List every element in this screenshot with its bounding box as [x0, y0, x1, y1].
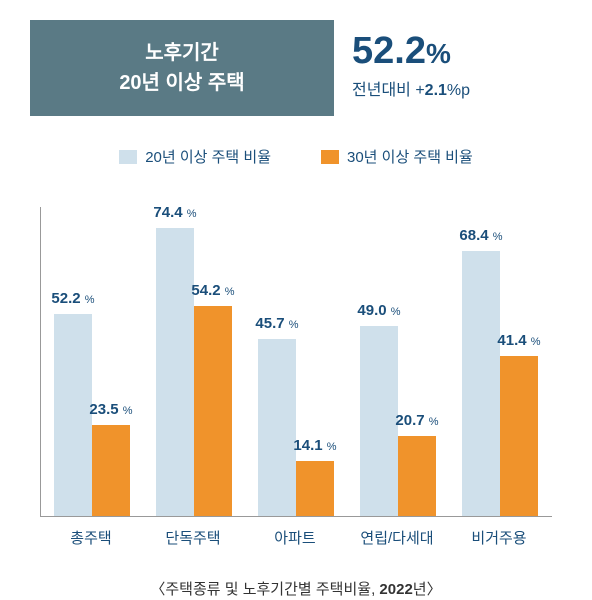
- bar-series1: 45.7 %: [258, 339, 296, 516]
- legend-swatch-2: [321, 150, 339, 164]
- caption-suffix: 년〉: [413, 581, 442, 598]
- bar-value-label: 52.2 %: [51, 290, 94, 307]
- title-line1: 노후기간: [50, 38, 314, 68]
- caption-year: 2022: [379, 581, 412, 598]
- bar-series1: 74.4 %: [156, 228, 194, 516]
- bar-value-label: 14.1 %: [293, 437, 336, 454]
- legend-swatch-1: [119, 150, 137, 164]
- x-axis-label: 총주택: [40, 527, 142, 548]
- bar-value-label: 74.4 %: [153, 204, 196, 221]
- bar-value-label: 68.4 %: [459, 227, 502, 244]
- x-axis-label: 비거주용: [448, 527, 550, 548]
- bar-value-label: 20.7 %: [395, 412, 438, 429]
- sub-unit: %p: [447, 82, 470, 99]
- bar-group: 45.7 %14.1 %: [245, 339, 347, 516]
- headline-value: 52.2%: [352, 32, 552, 70]
- caption-prefix: 〈주택종류 및 노후기간별 주택비율,: [150, 581, 379, 598]
- bar-value-label: 23.5 %: [89, 401, 132, 418]
- sub-value: 2.1: [425, 82, 447, 99]
- bar-series2: 23.5 %: [92, 425, 130, 516]
- x-axis-label: 단독주택: [142, 527, 244, 548]
- legend-item-2: 30년 이상 주택 비율: [321, 146, 473, 167]
- header-stat-box: 52.2% 전년대비 +2.1%p: [342, 20, 562, 116]
- bar-series2: 20.7 %: [398, 436, 436, 516]
- legend-label-2: 30년 이상 주택 비율: [347, 146, 473, 167]
- legend: 20년 이상 주택 비율 30년 이상 주택 비율: [30, 146, 562, 167]
- header: 노후기간 20년 이상 주택 52.2% 전년대비 +2.1%p: [30, 20, 562, 116]
- x-axis-label: 아파트: [244, 527, 346, 548]
- bar-group: 74.4 %54.2 %: [143, 228, 245, 516]
- bar-chart: 52.2 %23.5 %74.4 %54.2 %45.7 %14.1 %49.0…: [40, 207, 552, 517]
- headline-number: 52.2: [352, 30, 426, 72]
- bar-series1: 68.4 %: [462, 251, 500, 516]
- header-title-box: 노후기간 20년 이상 주택: [30, 20, 334, 116]
- bar-group: 49.0 %20.7 %: [347, 326, 449, 516]
- bar-series1: 52.2 %: [54, 314, 92, 516]
- bar-series1: 49.0 %: [360, 326, 398, 516]
- bar-group: 68.4 %41.4 %: [449, 251, 551, 516]
- legend-label-1: 20년 이상 주택 비율: [145, 146, 271, 167]
- bar-group: 52.2 %23.5 %: [41, 314, 143, 516]
- legend-item-1: 20년 이상 주택 비율: [119, 146, 271, 167]
- x-axis: 총주택단독주택아파트연립/다세대비거주용: [40, 527, 552, 548]
- bar-value-label: 54.2 %: [191, 282, 234, 299]
- bar-series2: 41.4 %: [500, 356, 538, 516]
- bar-series2: 14.1 %: [296, 461, 334, 516]
- bar-series2: 54.2 %: [194, 306, 232, 516]
- sub-prefix: 전년대비 +: [352, 82, 425, 99]
- bar-value-label: 41.4 %: [497, 332, 540, 349]
- headline-subtext: 전년대비 +2.1%p: [352, 76, 552, 100]
- bar-value-label: 49.0 %: [357, 302, 400, 319]
- bar-value-label: 45.7 %: [255, 315, 298, 332]
- x-axis-label: 연립/다세대: [346, 527, 448, 548]
- chart-caption: 〈주택종류 및 노후기간별 주택비율, 2022년〉: [30, 578, 562, 599]
- title-line2: 20년 이상 주택: [50, 68, 314, 98]
- headline-unit: %: [426, 38, 451, 69]
